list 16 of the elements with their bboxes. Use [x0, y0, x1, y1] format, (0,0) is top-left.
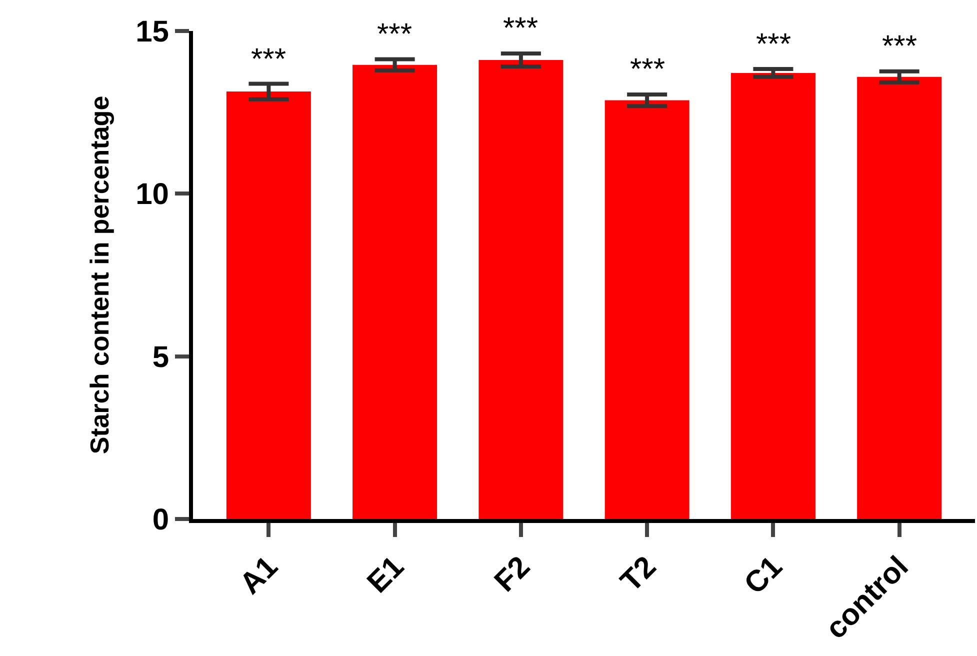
- x-tick-label: T2: [614, 550, 663, 598]
- annotation: ***: [756, 28, 792, 61]
- x-tick-label: C1: [738, 550, 789, 601]
- annotation: ***: [377, 18, 412, 51]
- y-axis-title: Starch content in percentage: [84, 96, 115, 454]
- annotation: ***: [882, 30, 918, 63]
- y-tick-label: 10: [136, 178, 169, 212]
- annotation: ***: [251, 43, 286, 76]
- y-tick-label: 5: [152, 340, 169, 374]
- x-tick-label: E1: [361, 550, 410, 600]
- annotation: ***: [503, 12, 538, 45]
- y-tick-label: 0: [152, 504, 169, 536]
- x-tick-label: F2: [488, 550, 536, 598]
- y-tick-label: 15: [136, 16, 169, 48]
- annotation: ***: [630, 53, 666, 86]
- x-tick-label: A1: [234, 550, 284, 601]
